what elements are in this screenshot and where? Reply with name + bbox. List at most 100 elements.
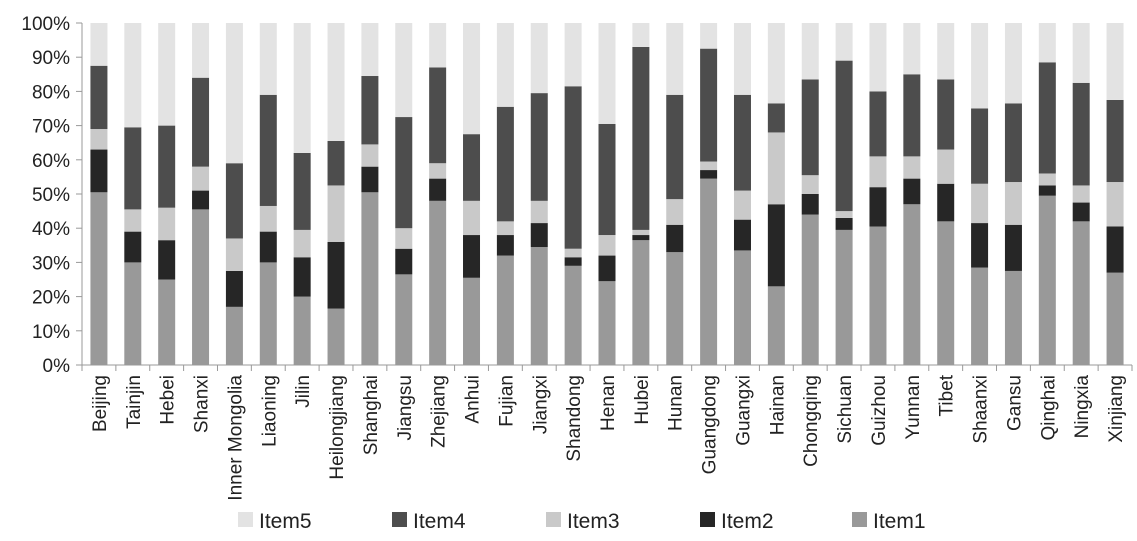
bar-segment-item2 bbox=[158, 240, 176, 280]
x-category-label: Yunnan bbox=[903, 375, 924, 439]
bar-segment-item5 bbox=[90, 23, 108, 66]
bar-column bbox=[835, 23, 853, 365]
bar-segment-item2 bbox=[1106, 226, 1124, 273]
bar-segment-item4 bbox=[632, 46, 650, 230]
bar-segment-item4 bbox=[937, 79, 955, 150]
bar-segment-item3 bbox=[327, 185, 345, 242]
bar-segment-item5 bbox=[700, 23, 718, 49]
bar-column bbox=[1072, 23, 1090, 365]
bar-segment-item4 bbox=[158, 125, 176, 208]
bar-segment-item1 bbox=[530, 247, 548, 365]
bar-segment-item4 bbox=[971, 108, 989, 184]
bar-column bbox=[192, 23, 210, 365]
bar-segment-item4 bbox=[395, 117, 413, 229]
bar-segment-item5 bbox=[869, 23, 887, 92]
bar-column bbox=[1038, 23, 1056, 365]
legend-item-item5: Item5 bbox=[238, 510, 312, 533]
bar-segment-item3 bbox=[429, 163, 447, 179]
bar-segment-item1 bbox=[90, 192, 108, 365]
bar-column bbox=[90, 23, 108, 365]
bar-column bbox=[530, 23, 548, 365]
bar-segment-item5 bbox=[666, 23, 684, 95]
bar-segment-item2 bbox=[767, 204, 785, 287]
bar-column bbox=[903, 23, 921, 365]
legend-label: Item2 bbox=[721, 510, 774, 533]
y-tick-label: 80% bbox=[32, 82, 70, 103]
y-tick-label: 70% bbox=[32, 117, 70, 138]
bar-segment-item3 bbox=[801, 175, 819, 194]
bar-segment-item4 bbox=[259, 94, 277, 206]
bar-segment-item5 bbox=[293, 23, 311, 153]
x-category-label: Shanxi bbox=[192, 375, 213, 433]
bar-segment-item4 bbox=[733, 94, 751, 191]
bar-segment-item3 bbox=[124, 209, 142, 232]
y-tick-label: 10% bbox=[32, 322, 70, 343]
bar-segment-item1 bbox=[903, 204, 921, 365]
bar-segment-item3 bbox=[158, 207, 176, 241]
x-category-label: Gansu bbox=[1004, 375, 1025, 431]
bar-column bbox=[395, 23, 413, 365]
bar-column bbox=[293, 23, 311, 365]
x-category-label: Hunan bbox=[666, 375, 687, 431]
bar-column bbox=[1106, 23, 1124, 365]
bar-column bbox=[666, 23, 684, 365]
bar-segment-item5 bbox=[1072, 23, 1090, 83]
x-category-label: Liaoning bbox=[259, 375, 280, 447]
bar-segment-item1 bbox=[124, 262, 142, 365]
bar-segment-item1 bbox=[767, 286, 785, 365]
bar-segment-item2 bbox=[869, 187, 887, 227]
legend-item-item1: Item1 bbox=[852, 510, 926, 533]
y-tick-label: 90% bbox=[32, 48, 70, 69]
bar-segment-item2 bbox=[192, 190, 210, 210]
legend-item-item2: Item2 bbox=[700, 510, 774, 533]
legend-label: Item5 bbox=[259, 510, 312, 533]
x-category-label: Hubei bbox=[632, 375, 653, 425]
x-category-label: Henan bbox=[598, 375, 619, 431]
bar-column bbox=[124, 23, 142, 365]
x-category-label: Heilongjiang bbox=[327, 375, 348, 480]
bar-segment-item2 bbox=[1038, 185, 1056, 196]
bar-segment-item5 bbox=[463, 23, 481, 135]
legend-item-item3: Item3 bbox=[546, 510, 620, 533]
bar-column bbox=[463, 23, 481, 365]
bar-segment-item5 bbox=[395, 23, 413, 118]
bar-segment-item1 bbox=[700, 178, 718, 365]
x-category-label: Guangxi bbox=[733, 375, 754, 446]
bar-segment-item4 bbox=[1072, 82, 1090, 186]
bar-segment-item5 bbox=[835, 23, 853, 61]
bar-segment-item3 bbox=[835, 211, 853, 218]
bar-segment-item2 bbox=[293, 257, 311, 297]
bar-segment-item2 bbox=[971, 223, 989, 268]
bar-segment-item1 bbox=[496, 255, 514, 365]
bar-segment-item4 bbox=[496, 106, 514, 222]
y-tick-label: 0% bbox=[43, 356, 71, 377]
bar-segment-item3 bbox=[700, 161, 718, 171]
legend-swatch bbox=[238, 512, 253, 527]
bar-segment-item1 bbox=[361, 192, 379, 365]
bar-column bbox=[496, 23, 514, 365]
bar-segment-item2 bbox=[259, 231, 277, 263]
x-category-label: Sichuan bbox=[835, 375, 856, 444]
bar-column bbox=[733, 23, 751, 365]
bar-segment-item5 bbox=[1004, 23, 1022, 104]
bar-column bbox=[429, 23, 447, 365]
bar-segment-item4 bbox=[225, 163, 243, 239]
bar-column bbox=[937, 23, 955, 365]
bar-segment-item5 bbox=[429, 23, 447, 68]
bar-segment-item1 bbox=[158, 279, 176, 365]
bar-segment-item1 bbox=[327, 308, 345, 365]
x-category-label: Qinghai bbox=[1038, 375, 1059, 441]
x-category-label: Ningxia bbox=[1072, 375, 1093, 439]
bar-segment-item2 bbox=[530, 223, 548, 248]
bar-segment-item4 bbox=[293, 152, 311, 230]
bar-segment-item5 bbox=[158, 23, 176, 126]
bar-segment-item2 bbox=[937, 183, 955, 222]
bar-segment-item3 bbox=[564, 248, 582, 258]
bar-segment-item5 bbox=[327, 23, 345, 141]
bar-segment-item1 bbox=[801, 214, 819, 365]
bar-segment-item3 bbox=[90, 129, 108, 150]
bar-segment-item2 bbox=[632, 235, 650, 241]
bar-segment-item2 bbox=[429, 178, 447, 201]
bar-segment-item4 bbox=[700, 48, 718, 162]
bar-segment-item2 bbox=[700, 170, 718, 179]
